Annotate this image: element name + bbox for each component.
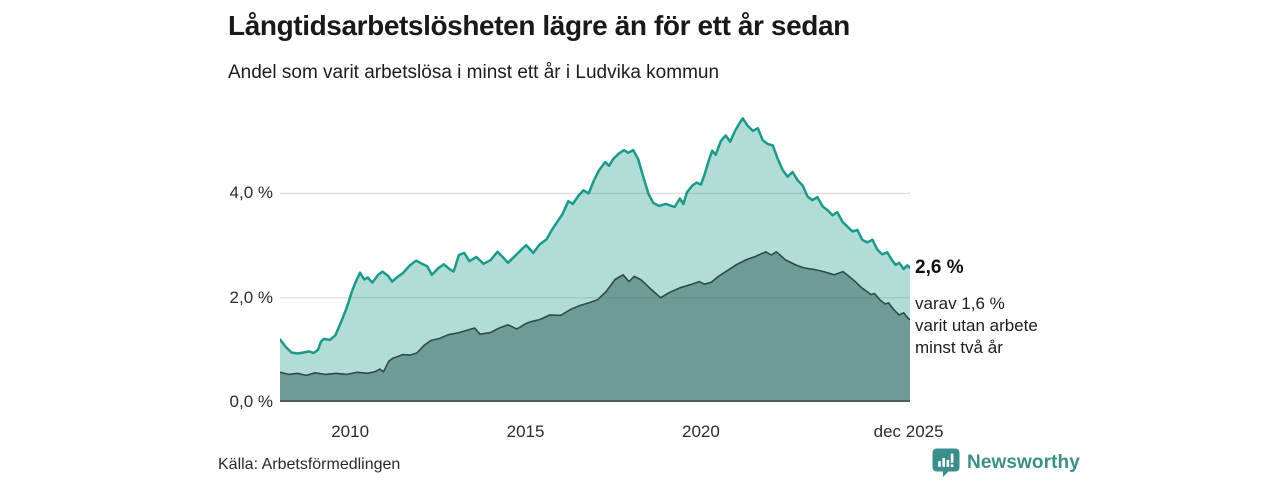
annotation-line: varit utan arbete — [915, 316, 1038, 335]
x-tick-label: 2010 — [331, 422, 370, 441]
page-title: Långtidsarbetslösheten lägre än för ett … — [228, 10, 850, 41]
x-tick-label: 2020 — [682, 422, 720, 441]
chart-subtitle: Andel som varit arbetslösa i minst ett å… — [228, 62, 720, 83]
series-area-1 — [280, 251, 910, 402]
series-line — [280, 251, 910, 377]
annotation-line: varav 1,6 % — [915, 294, 1005, 313]
x-tick-label: 2015 — [506, 422, 545, 441]
x-tick-label: dec 2025 — [873, 422, 944, 441]
newsworthy-wordmark: Newsworthy — [967, 452, 1080, 473]
newsworthy-icon — [932, 448, 960, 477]
end-value-label: 2,6 % — [915, 257, 964, 278]
y-tick-label: 4,0 % — [229, 183, 273, 203]
source-caption: Källa: Arbetsförmedlingen — [218, 456, 401, 473]
newsworthy-logo: Newsworthy — [932, 448, 1080, 478]
series-line — [280, 117, 910, 355]
plot-area — [280, 117, 910, 402]
y-tick-label: 2,0 % — [229, 287, 273, 307]
y-tick-label: 0,0 % — [229, 392, 273, 411]
annotation-line: minst två år — [915, 338, 1003, 357]
annotation-detail: varav 1,6 % varit utan arbete minst två … — [915, 293, 1038, 359]
